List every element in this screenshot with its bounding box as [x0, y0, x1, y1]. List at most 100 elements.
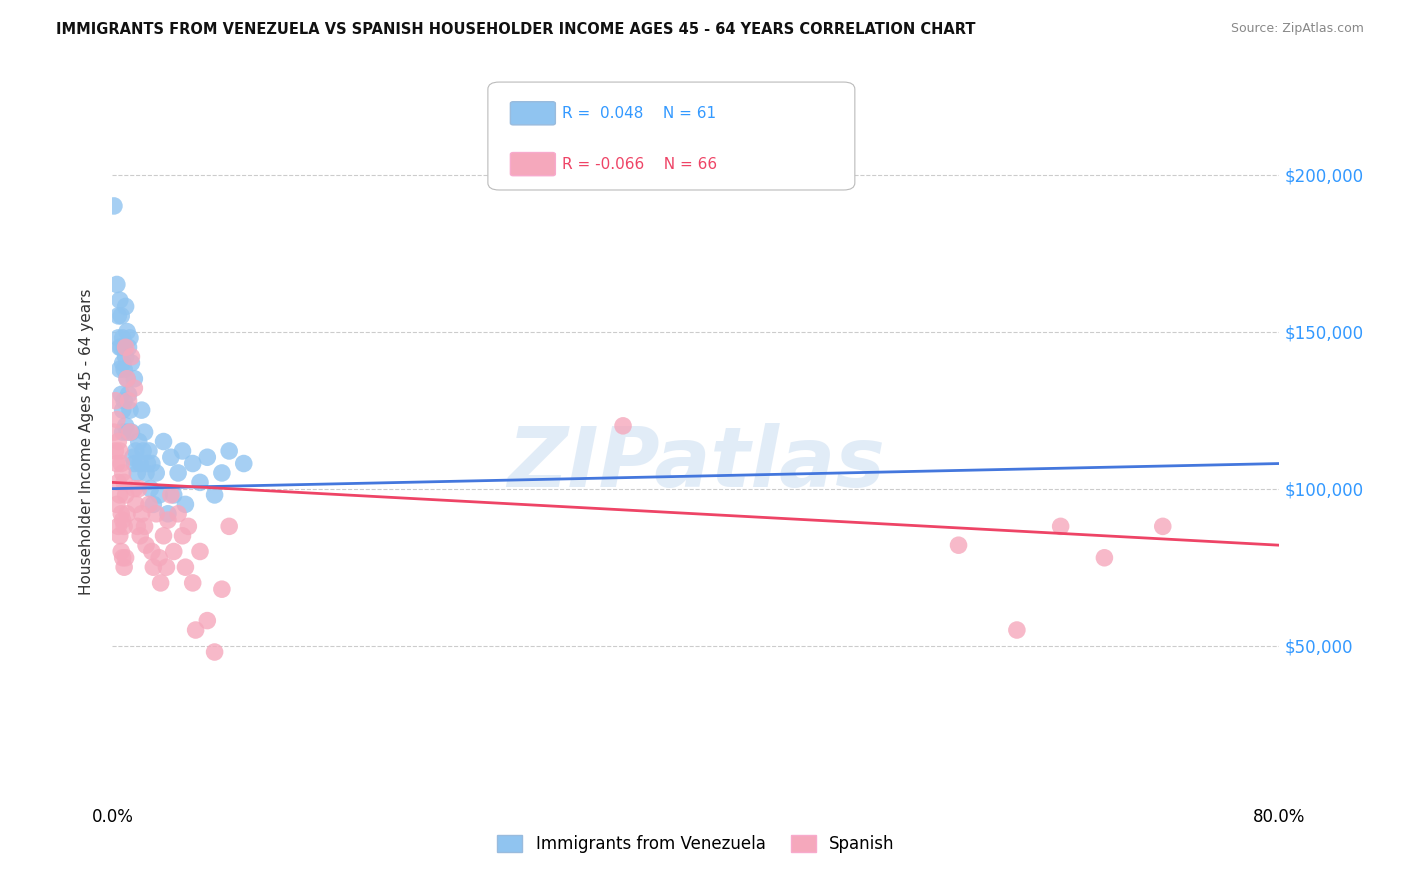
Point	[149, 575, 172, 590]
Point	[124, 372, 146, 386]
Point	[195, 450, 218, 465]
Point	[135, 538, 157, 552]
Point	[174, 497, 197, 511]
Point	[114, 350, 136, 364]
Point	[103, 425, 125, 439]
Point	[181, 575, 204, 590]
Point	[104, 393, 127, 408]
Point	[110, 457, 132, 471]
Point	[125, 444, 148, 458]
Point	[108, 362, 131, 376]
Point	[174, 560, 197, 574]
Point	[105, 277, 128, 292]
Point	[204, 488, 226, 502]
Point	[1049, 519, 1071, 533]
Point	[111, 550, 134, 565]
Point	[948, 538, 970, 552]
Point	[111, 466, 134, 480]
Point	[128, 434, 150, 449]
Point	[127, 466, 149, 480]
Point	[188, 544, 211, 558]
Point	[1005, 623, 1028, 637]
Text: R =  0.048    N = 61: R = 0.048 N = 61	[562, 106, 717, 120]
Point	[142, 560, 165, 574]
Point	[114, 300, 136, 314]
Point	[125, 497, 148, 511]
Point	[145, 507, 167, 521]
Point	[188, 475, 211, 490]
Point	[115, 372, 138, 386]
Point	[112, 519, 135, 533]
Point	[110, 309, 132, 323]
Point	[131, 403, 153, 417]
Point	[103, 199, 125, 213]
Point	[139, 482, 162, 496]
Point	[110, 387, 132, 401]
Point	[108, 293, 131, 308]
Point	[136, 457, 159, 471]
Point	[1094, 550, 1116, 565]
Point	[148, 550, 170, 565]
Point	[115, 507, 138, 521]
Point	[120, 356, 142, 370]
Point	[129, 529, 152, 543]
Point	[124, 381, 146, 395]
Point	[118, 331, 141, 345]
Point	[155, 560, 177, 574]
Point	[138, 497, 160, 511]
Point	[204, 645, 226, 659]
Point	[118, 425, 141, 439]
Point	[114, 488, 136, 502]
Point	[111, 331, 134, 345]
Point	[124, 482, 146, 496]
Point	[134, 425, 156, 439]
Point	[128, 482, 150, 496]
Point	[195, 614, 218, 628]
Point	[167, 507, 190, 521]
Point	[148, 488, 170, 502]
Point	[111, 513, 134, 527]
Point	[104, 444, 127, 458]
Point	[131, 507, 153, 521]
Y-axis label: Householder Income Ages 45 - 64 years: Householder Income Ages 45 - 64 years	[79, 288, 94, 595]
Point	[138, 444, 160, 458]
Text: IMMIGRANTS FROM VENEZUELA VS SPANISH HOUSEHOLDER INCOME AGES 45 - 64 YEARS CORRE: IMMIGRANTS FROM VENEZUELA VS SPANISH HOU…	[56, 22, 976, 37]
Point	[110, 544, 132, 558]
Point	[105, 497, 128, 511]
Legend: Immigrants from Venezuela, Spanish: Immigrants from Venezuela, Spanish	[491, 828, 901, 860]
Point	[120, 425, 142, 439]
Point	[112, 362, 135, 376]
Point	[110, 340, 132, 354]
Point	[211, 582, 233, 597]
Point	[117, 387, 139, 401]
Point	[112, 393, 135, 408]
Point	[156, 513, 179, 527]
Point	[111, 356, 134, 370]
Point	[110, 507, 132, 521]
Point	[134, 519, 156, 533]
Point	[111, 425, 134, 439]
Point	[132, 444, 155, 458]
Point	[177, 519, 200, 533]
Point	[117, 340, 139, 354]
Point	[107, 475, 129, 490]
Point	[117, 393, 139, 408]
Point	[172, 529, 194, 543]
Point	[122, 450, 145, 465]
Point	[111, 403, 134, 417]
Point	[108, 340, 131, 354]
Point	[114, 340, 136, 354]
Point	[160, 488, 183, 502]
Point	[211, 466, 233, 480]
Point	[108, 444, 131, 458]
Text: ZIPatlas: ZIPatlas	[508, 423, 884, 504]
Point	[181, 457, 204, 471]
Point	[115, 425, 138, 439]
Point	[115, 325, 138, 339]
Point	[163, 488, 186, 502]
Point	[107, 519, 129, 533]
Point	[127, 519, 149, 533]
Point	[135, 466, 157, 480]
Text: Source: ZipAtlas.com: Source: ZipAtlas.com	[1230, 22, 1364, 36]
Point	[167, 466, 190, 480]
